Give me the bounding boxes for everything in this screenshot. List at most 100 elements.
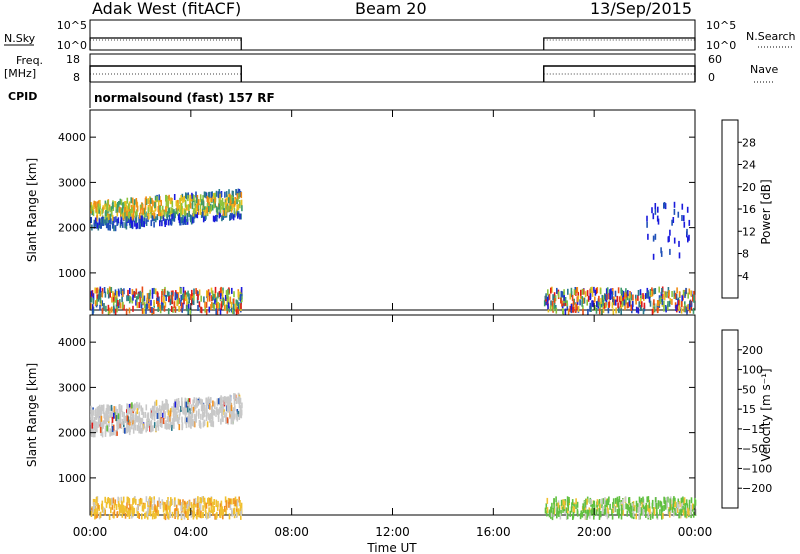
power-cell-750 [141, 307, 144, 314]
power-cell-577 [208, 192, 210, 198]
power-cell-460 [215, 206, 218, 213]
velocity-cell-1010 [132, 509, 134, 516]
velocity-cell-1246 [602, 498, 605, 505]
velocity-cell-1111 [686, 503, 689, 510]
power-cell-326 [128, 219, 131, 226]
power-cell-1258 [593, 286, 595, 293]
velocity-cell-1289 [685, 499, 688, 506]
power-cell-623 [122, 221, 124, 228]
power-cell-987 [153, 300, 155, 306]
power-cell-1384 [582, 308, 584, 315]
velocity-cell-1163 [651, 499, 654, 506]
velocity-cell-604 [240, 412, 243, 419]
velocity-cell-1011 [96, 496, 98, 503]
power-cell-911 [107, 288, 109, 295]
power-cell-615 [147, 213, 150, 220]
power-cell-1034 [654, 288, 657, 294]
power-cell-1388 [656, 300, 659, 306]
velocity-cell-446 [239, 405, 242, 412]
velocity-cell-356 [231, 409, 234, 416]
power-cell-1411 [688, 234, 690, 241]
velocity-cell-29 [201, 408, 204, 415]
power-cell-1291 [561, 291, 564, 298]
velocity-cell-364 [203, 403, 205, 410]
power-cell-621 [143, 221, 145, 228]
velocity-cell-1348 [648, 502, 651, 509]
power-cell-1276 [550, 287, 552, 294]
power-cell-1001 [217, 301, 220, 308]
power-cell-85 [116, 210, 119, 217]
power-cell-643 [173, 194, 176, 200]
velocity-cell-978 [205, 502, 208, 509]
velocity-cell-146 [186, 416, 189, 423]
velocity-cell-603 [157, 424, 160, 431]
power-cell-1006 [171, 294, 174, 301]
power-cell-887 [226, 304, 228, 311]
power-cell-990 [186, 305, 188, 312]
velocity-cell-1152 [553, 508, 556, 515]
velocity-cell-242 [91, 416, 94, 423]
velocity-cell-1020 [219, 512, 222, 519]
power-cell-1447 [686, 206, 689, 213]
power-cell-947 [180, 302, 183, 309]
power-cell-1358 [580, 289, 582, 296]
power-cell-457 [147, 207, 150, 214]
velocity-cell-1019 [117, 501, 120, 508]
power-cell-897 [212, 294, 214, 301]
power-cell-1320 [637, 290, 640, 296]
power-cell-913 [178, 305, 180, 312]
velocity-cell-398 [94, 422, 97, 429]
power-cell-829 [198, 301, 201, 308]
power-cell-808 [218, 291, 221, 297]
power-cell-1017 [99, 297, 102, 304]
power-cell-1347 [650, 291, 653, 297]
velocity-cell-651 [202, 512, 204, 518]
power-cell-306 [174, 212, 176, 219]
velocity-cell-1213 [632, 505, 635, 512]
power-cell-533 [191, 203, 194, 210]
power-cell-1287 [628, 300, 631, 307]
velocity-cell-1269 [665, 497, 668, 504]
station-title: Adak West (fitACF) [92, 0, 241, 18]
velocity-cell-1330 [669, 498, 671, 505]
power-cell-320 [159, 220, 161, 227]
power-cell-1010 [185, 294, 187, 301]
power-cell-1159 [692, 307, 695, 314]
velocity-cell-308 [211, 416, 214, 423]
power-cell-1247 [620, 295, 622, 302]
power-cell-777 [210, 287, 213, 294]
power-cell-1448 [686, 228, 688, 235]
velocity-cell-1168 [545, 503, 548, 510]
power-cell-839 [101, 307, 104, 314]
velocity-cell-268 [116, 429, 118, 436]
velocity-cell-629 [210, 413, 213, 420]
velocity-cell-1029 [104, 496, 106, 503]
velocity-cell-779 [97, 503, 99, 510]
power-cell-723 [223, 298, 226, 305]
power-cell-763 [216, 297, 218, 304]
power-cell-210 [222, 214, 224, 220]
velocity-cell-950 [141, 513, 143, 520]
velocity-cell-750 [127, 509, 130, 516]
velocity-cell-1360 [692, 503, 694, 510]
velocity-cell-1375 [586, 498, 588, 505]
power-cell-430 [222, 210, 225, 216]
nsearch-tick-top: 10^5 [706, 19, 736, 32]
velocity-cell-1381 [620, 504, 623, 511]
power-cell-804 [188, 297, 190, 304]
velocity-cell-638 [133, 420, 136, 427]
velocity-cell-891 [240, 509, 242, 516]
power-cell-535 [191, 192, 193, 199]
power-cell-486 [212, 215, 215, 222]
velocity-cell-522 [138, 426, 141, 433]
velocity-cell-825 [152, 510, 154, 517]
velocity-cell-641 [174, 401, 177, 408]
power-cell-1386 [687, 292, 689, 299]
velocity-cell-69 [192, 399, 194, 406]
power-cell-884 [197, 305, 199, 311]
velocity-cell-1384 [546, 507, 549, 514]
power-cell-583 [182, 197, 184, 204]
power-cell-971 [118, 290, 120, 297]
power-cell-915 [211, 290, 214, 297]
velocity-cell-359 [149, 425, 151, 432]
